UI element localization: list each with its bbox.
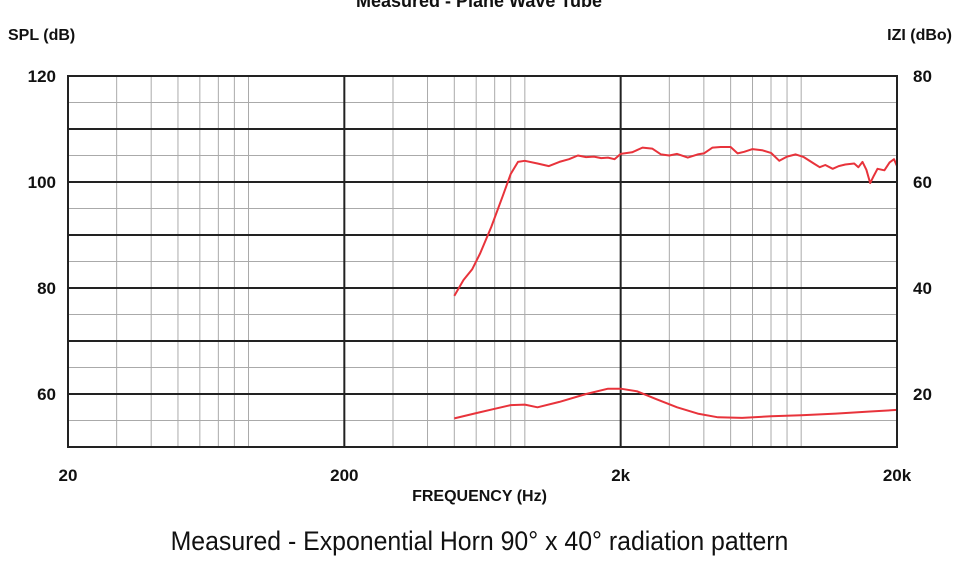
y-left-tick-label: 80	[37, 279, 56, 298]
x-tick-label: 20	[59, 466, 78, 485]
y-right-tick-label: 20	[913, 385, 932, 404]
tick-labels: 20 200 2k 20k 120 100 80 60 80 60 40 20	[28, 67, 932, 485]
series-line-2	[454, 387, 898, 420]
y-axis-left-label: SPL (dB)	[8, 27, 75, 44]
series-line-1	[453, 146, 898, 297]
y-axis-right-label: IZI (dBo)	[887, 27, 952, 44]
major-gridlines	[68, 76, 897, 447]
x-tick-label: 2k	[611, 466, 630, 485]
y-right-tick-label: 40	[913, 279, 932, 298]
x-tick-label: 200	[330, 466, 358, 485]
y-right-tick-label: 80	[913, 67, 932, 86]
x-tick-label: 20k	[883, 466, 912, 485]
chart-title: Measured - Exponential Horn 90° x 40° ra…	[170, 526, 789, 556]
series-layer	[453, 146, 898, 420]
plot-frame	[67, 75, 898, 448]
y-left-tick-label: 100	[28, 173, 56, 192]
y-right-tick-label: 60	[913, 173, 932, 192]
x-axis-label: FREQUENCY (Hz)	[412, 488, 547, 505]
y-left-tick-label: 60	[37, 385, 56, 404]
y-left-tick-label: 120	[28, 67, 56, 86]
minor-gridlines	[68, 76, 897, 447]
top-title: Measured - Plane Wave Tube	[356, 0, 602, 11]
